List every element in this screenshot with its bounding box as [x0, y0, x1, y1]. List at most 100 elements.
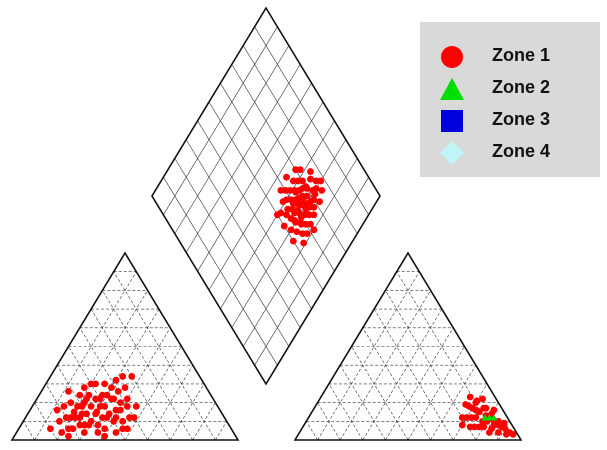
- cation-point-zone-1: [65, 432, 72, 440]
- cation-point-zone-1: [65, 387, 72, 395]
- cation-triangle-gridline: [192, 402, 216, 441]
- cation-point-zone-1: [53, 406, 61, 414]
- cation-point-zone-1: [121, 384, 129, 392]
- anion-point-zone-1: [479, 395, 486, 403]
- diamond-marker-icon: [440, 141, 464, 165]
- anion-triangle-gridline: [362, 308, 443, 441]
- anion-point-zone-1: [472, 414, 480, 421]
- diamond-point-zone-1: [307, 168, 314, 175]
- diamond-point-zone-1: [284, 205, 292, 213]
- diamond-point-zone-1: [274, 211, 281, 219]
- diamond-point-zone-1: [317, 177, 325, 185]
- cation-point-zone-1: [101, 425, 109, 433]
- diamond-point-zone-1: [310, 211, 318, 219]
- cation-point-zone-1: [83, 410, 90, 418]
- cation-point-zone-1: [92, 395, 100, 403]
- anion-triangle-gridline: [339, 365, 386, 441]
- cation-point-zone-1: [108, 384, 115, 392]
- cation-point-zone-1: [103, 391, 111, 399]
- cation-point-zone-1: [94, 429, 102, 436]
- cation-point-zone-1: [80, 421, 88, 429]
- anion-point-zone-2: [485, 414, 493, 421]
- cation-point-zone-1: [123, 395, 131, 403]
- cation-point-zone-1: [128, 373, 136, 380]
- cation-point-zone-1: [112, 376, 120, 384]
- cation-point-zone-1: [123, 402, 131, 410]
- cation-point-zone-1: [87, 402, 95, 410]
- anion-triangle-gridline: [430, 365, 477, 441]
- diamond-gridline: [254, 177, 369, 366]
- outline-layer: [10, 6, 523, 441]
- legend-label-zone-3: Zone 3: [492, 109, 551, 129]
- cation-point-zone-1: [101, 380, 109, 388]
- cation-point-zone-1: [112, 406, 120, 414]
- anion-point-zone-1: [500, 419, 508, 427]
- cation-point-zone-1: [78, 402, 86, 410]
- anion-triangle-gridline: [317, 271, 420, 441]
- cation-point-zone-1: [76, 414, 84, 421]
- diamond-gridline: [242, 158, 358, 347]
- diamond-point-zone-1: [293, 228, 301, 236]
- diamond-outline: [151, 6, 381, 386]
- anion-point-zone-1: [469, 404, 476, 412]
- diamond-point-zone-1: [296, 166, 304, 174]
- diamond-point-zone-1: [277, 186, 285, 194]
- cation-point-zone-1: [101, 432, 109, 440]
- cation-point-zone-1: [80, 429, 88, 436]
- cation-point-zone-1: [99, 414, 106, 421]
- anion-point-zone-1: [509, 430, 517, 438]
- legend-label-zone-2: Zone 2: [492, 77, 551, 97]
- diamond-point-zone-1: [299, 200, 306, 207]
- diamond-point-zone-1: [299, 192, 306, 200]
- diamond-gridline: [220, 83, 335, 272]
- cation-point-zone-1: [132, 402, 140, 410]
- anion-point-zone-1: [475, 408, 483, 416]
- cation-point-zone-1: [67, 399, 75, 406]
- cation-triangle-gridline: [124, 346, 182, 441]
- diamond-point-zone-1: [283, 173, 290, 181]
- legend-item-zone-1: Zone 1: [420, 40, 600, 72]
- diamond-point-zone-1: [294, 177, 302, 185]
- cation-point-zone-1: [114, 387, 122, 395]
- cation-point-zone-1: [87, 380, 95, 388]
- diamond-gridline: [231, 139, 347, 328]
- cation-point-zone-1: [105, 410, 113, 418]
- cation-triangle-gridline: [147, 365, 194, 441]
- anion-point-zone-1: [482, 404, 490, 412]
- diamond-point-zone-1: [289, 200, 297, 207]
- cation-point-zone-1: [67, 414, 75, 421]
- cation-triangle-gridline: [113, 271, 216, 441]
- diamond-gridline: [254, 26, 369, 215]
- diamond-point-zone-1: [280, 222, 288, 230]
- triangle-marker-icon: [440, 78, 464, 100]
- legend-label-zone-4: Zone 4: [492, 141, 551, 161]
- diamond-point-zone-1: [283, 211, 290, 219]
- cation-point-zone-1: [69, 425, 77, 433]
- diamond-point-zone-1: [318, 186, 326, 194]
- anion-point-zone-1: [466, 393, 474, 401]
- diamond-gridline: [208, 101, 324, 291]
- cation-point-zone-1: [130, 414, 138, 421]
- diamond-point-zone-1: [310, 196, 318, 204]
- anion-triangle-gridline: [373, 308, 454, 441]
- anion-point-zone-1: [490, 406, 498, 414]
- legend: Zone 1 Zone 2 Zone 3 Zone 4: [420, 22, 600, 177]
- cation-triangle-gridline: [34, 271, 137, 441]
- diamond-point-zone-1: [289, 237, 297, 245]
- diamond-point-zone-1: [287, 226, 295, 234]
- anion-triangle-gridline: [407, 346, 465, 441]
- diamond-point-zone-1: [279, 198, 287, 206]
- anion-point-zone-1: [462, 401, 470, 408]
- cation-point-zone-1: [94, 421, 102, 429]
- cation-point-zone-1: [56, 417, 63, 425]
- cation-point-zone-1: [112, 414, 120, 421]
- cation-triangle-gridline: [34, 402, 58, 441]
- cation-point-zone-1: [112, 429, 120, 436]
- cation-point-zone-1: [70, 408, 78, 416]
- cation-point-zone-1: [76, 391, 84, 399]
- cation-triangle-gridline: [56, 365, 103, 441]
- diamond-point-zone-1: [299, 230, 306, 238]
- cation-point-zone-1: [60, 402, 68, 410]
- diamond-point-zone-1: [295, 209, 303, 217]
- legend-item-zone-2: Zone 2: [420, 72, 600, 104]
